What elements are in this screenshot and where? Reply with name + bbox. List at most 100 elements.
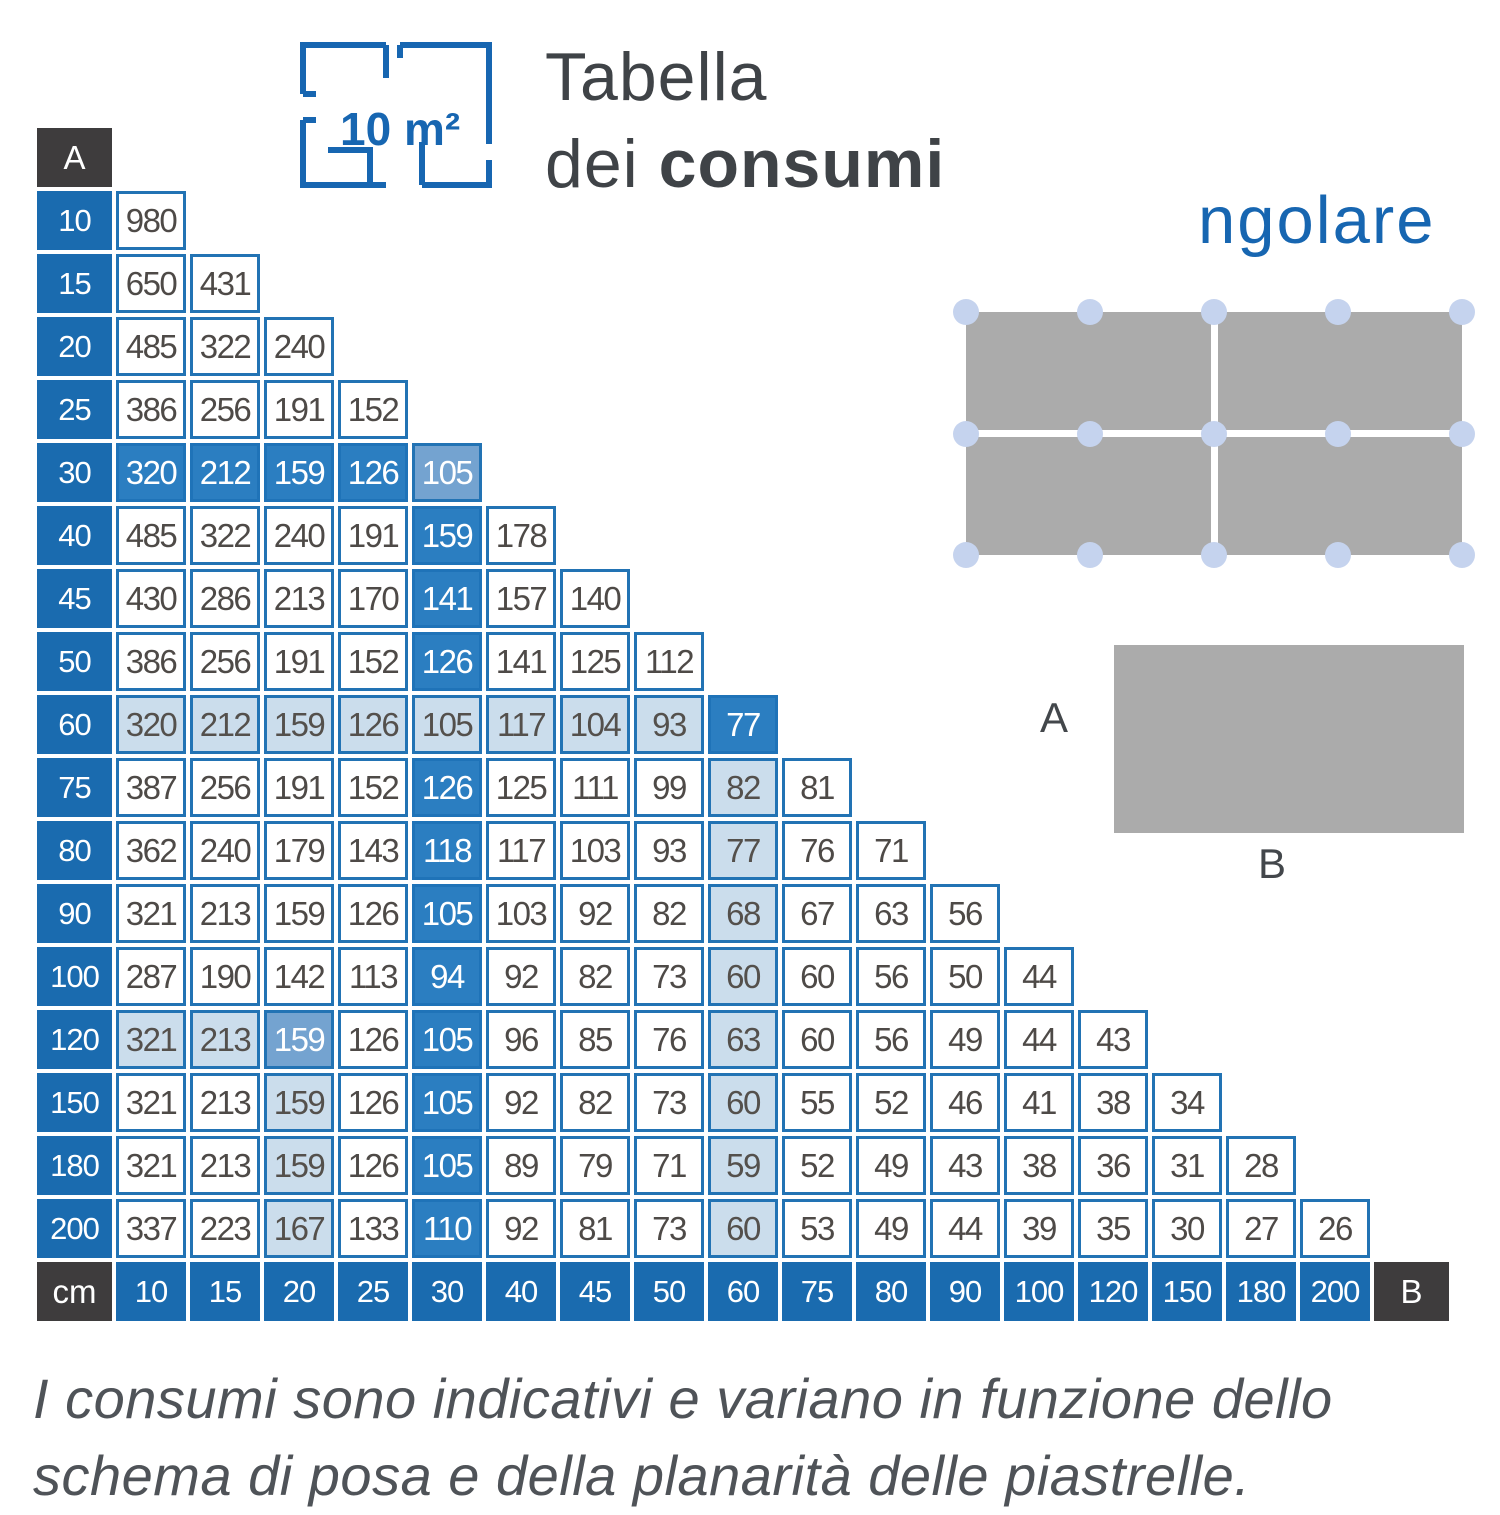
row-header: 75 — [37, 758, 112, 817]
col-header: 200 — [1300, 1262, 1370, 1321]
consumption-cell: 141 — [412, 569, 482, 628]
grout-dot — [1201, 420, 1227, 447]
consumption-cell: 89 — [486, 1136, 556, 1195]
consumption-cell: 26 — [1300, 1199, 1370, 1258]
consumption-cell: 152 — [338, 632, 408, 691]
page-title: Tabella dei consumi — [545, 34, 945, 208]
single-tile-diagram — [1114, 645, 1464, 833]
consumption-cell: 43 — [930, 1136, 1000, 1195]
consumption-cell: 44 — [1004, 947, 1074, 1006]
grout-dot — [1449, 299, 1475, 325]
consumption-cell: 93 — [634, 821, 704, 880]
consumption-table: A 10 980 15 650 431 20 485 322 240 25 386 256 191 152 3… — [37, 128, 1449, 1321]
consumption-cell: 105 — [412, 1073, 482, 1132]
grout-dot — [1325, 420, 1351, 447]
consumption-cell: 159 — [264, 695, 334, 754]
consumption-cell: 49 — [856, 1199, 926, 1258]
consumption-cell: 60 — [708, 1199, 778, 1258]
consumption-cell: 31 — [1152, 1136, 1222, 1195]
col-header: 45 — [560, 1262, 630, 1321]
consumption-cell: 77 — [708, 695, 778, 754]
consumption-cell: 386 — [116, 380, 186, 439]
consumption-cell: 142 — [264, 947, 334, 1006]
footnote-line2: schema di posa e della planarità delle p… — [33, 1444, 1251, 1508]
consumption-cell: 56 — [856, 947, 926, 1006]
consumption-cell: 213 — [190, 1010, 260, 1069]
consumption-cell: 240 — [190, 821, 260, 880]
row-header: 150 — [37, 1073, 112, 1132]
consumption-cell: 76 — [782, 821, 852, 880]
consumption-cell: 77 — [708, 821, 778, 880]
col-header: 25 — [338, 1262, 408, 1321]
consumption-cell: 73 — [634, 1073, 704, 1132]
consumption-cell: 256 — [190, 632, 260, 691]
grout-dot — [1077, 542, 1103, 568]
consumption-cell: 38 — [1078, 1073, 1148, 1132]
col-header: 150 — [1152, 1262, 1222, 1321]
consumption-cell: 159 — [264, 1136, 334, 1195]
consumption-cell: 191 — [264, 758, 334, 817]
consumption-cell: 82 — [560, 1073, 630, 1132]
consumption-cell: 125 — [486, 758, 556, 817]
grout-dot — [1325, 542, 1351, 568]
row-header: 20 — [37, 317, 112, 376]
row-header: 90 — [37, 884, 112, 943]
grout-dot — [1449, 420, 1475, 447]
col-header: 60 — [708, 1262, 778, 1321]
title-line1: Tabella — [545, 39, 768, 115]
consumption-cell: 140 — [560, 569, 630, 628]
col-header: 40 — [486, 1262, 556, 1321]
consumption-cell: 92 — [486, 947, 556, 1006]
consumption-cell: 36 — [1078, 1136, 1148, 1195]
consumption-cell: 53 — [782, 1199, 852, 1258]
title-line2: dei consumi — [545, 126, 946, 203]
consumption-cell: 81 — [560, 1199, 630, 1258]
consumption-cell: 105 — [412, 695, 482, 754]
consumption-cell: 212 — [190, 695, 260, 754]
footnote: I consumi sono indicativi e variano in f… — [33, 1360, 1473, 1515]
dimension-b-label: B — [1258, 840, 1287, 887]
consumption-cell: 337 — [116, 1199, 186, 1258]
consumption-cell: 322 — [190, 317, 260, 376]
consumption-cell: 322 — [190, 506, 260, 565]
consumption-cell: 320 — [116, 695, 186, 754]
consumption-cell: 82 — [634, 884, 704, 943]
consumption-cell: 430 — [116, 569, 186, 628]
row-header: 200 — [37, 1199, 112, 1258]
consumption-cell: 321 — [116, 1010, 186, 1069]
consumption-cell: 159 — [264, 1010, 334, 1069]
consumption-cell: 38 — [1004, 1136, 1074, 1195]
consumption-cell: 178 — [486, 506, 556, 565]
consumption-cell: 321 — [116, 1136, 186, 1195]
consumption-cell: 73 — [634, 1199, 704, 1258]
grout-dot — [953, 299, 979, 325]
col-header: 20 — [264, 1262, 334, 1321]
grout-dot — [953, 420, 979, 447]
consumption-cell: 28 — [1226, 1136, 1296, 1195]
consumption-cell: 650 — [116, 254, 186, 313]
consumption-cell: 386 — [116, 632, 186, 691]
consumption-cell: 92 — [486, 1073, 556, 1132]
row-header: 30 — [37, 443, 112, 502]
consumption-cell: 152 — [338, 758, 408, 817]
consumption-cell: 126 — [412, 758, 482, 817]
consumption-cell: 126 — [338, 1073, 408, 1132]
consumption-cell: 143 — [338, 821, 408, 880]
consumption-cell: 105 — [412, 1010, 482, 1069]
consumption-cell: 110 — [412, 1199, 482, 1258]
row-header: 120 — [37, 1010, 112, 1069]
consumption-cell: 126 — [412, 632, 482, 691]
row-header: 10 — [37, 191, 112, 250]
consumption-cell: 60 — [782, 947, 852, 1006]
consumption-cell: 79 — [560, 1136, 630, 1195]
consumption-cell: 118 — [412, 821, 482, 880]
floor-plan-icon: 10 m² — [300, 42, 492, 188]
row-header: 100 — [37, 947, 112, 1006]
col-header: 75 — [782, 1262, 852, 1321]
consumption-cell: 71 — [856, 821, 926, 880]
col-header: 180 — [1226, 1262, 1296, 1321]
consumption-cell: 56 — [856, 1010, 926, 1069]
partial-word-rettangolare: ngolare — [1198, 183, 1436, 258]
col-header: 100 — [1004, 1262, 1074, 1321]
consumption-cell: 49 — [930, 1010, 1000, 1069]
